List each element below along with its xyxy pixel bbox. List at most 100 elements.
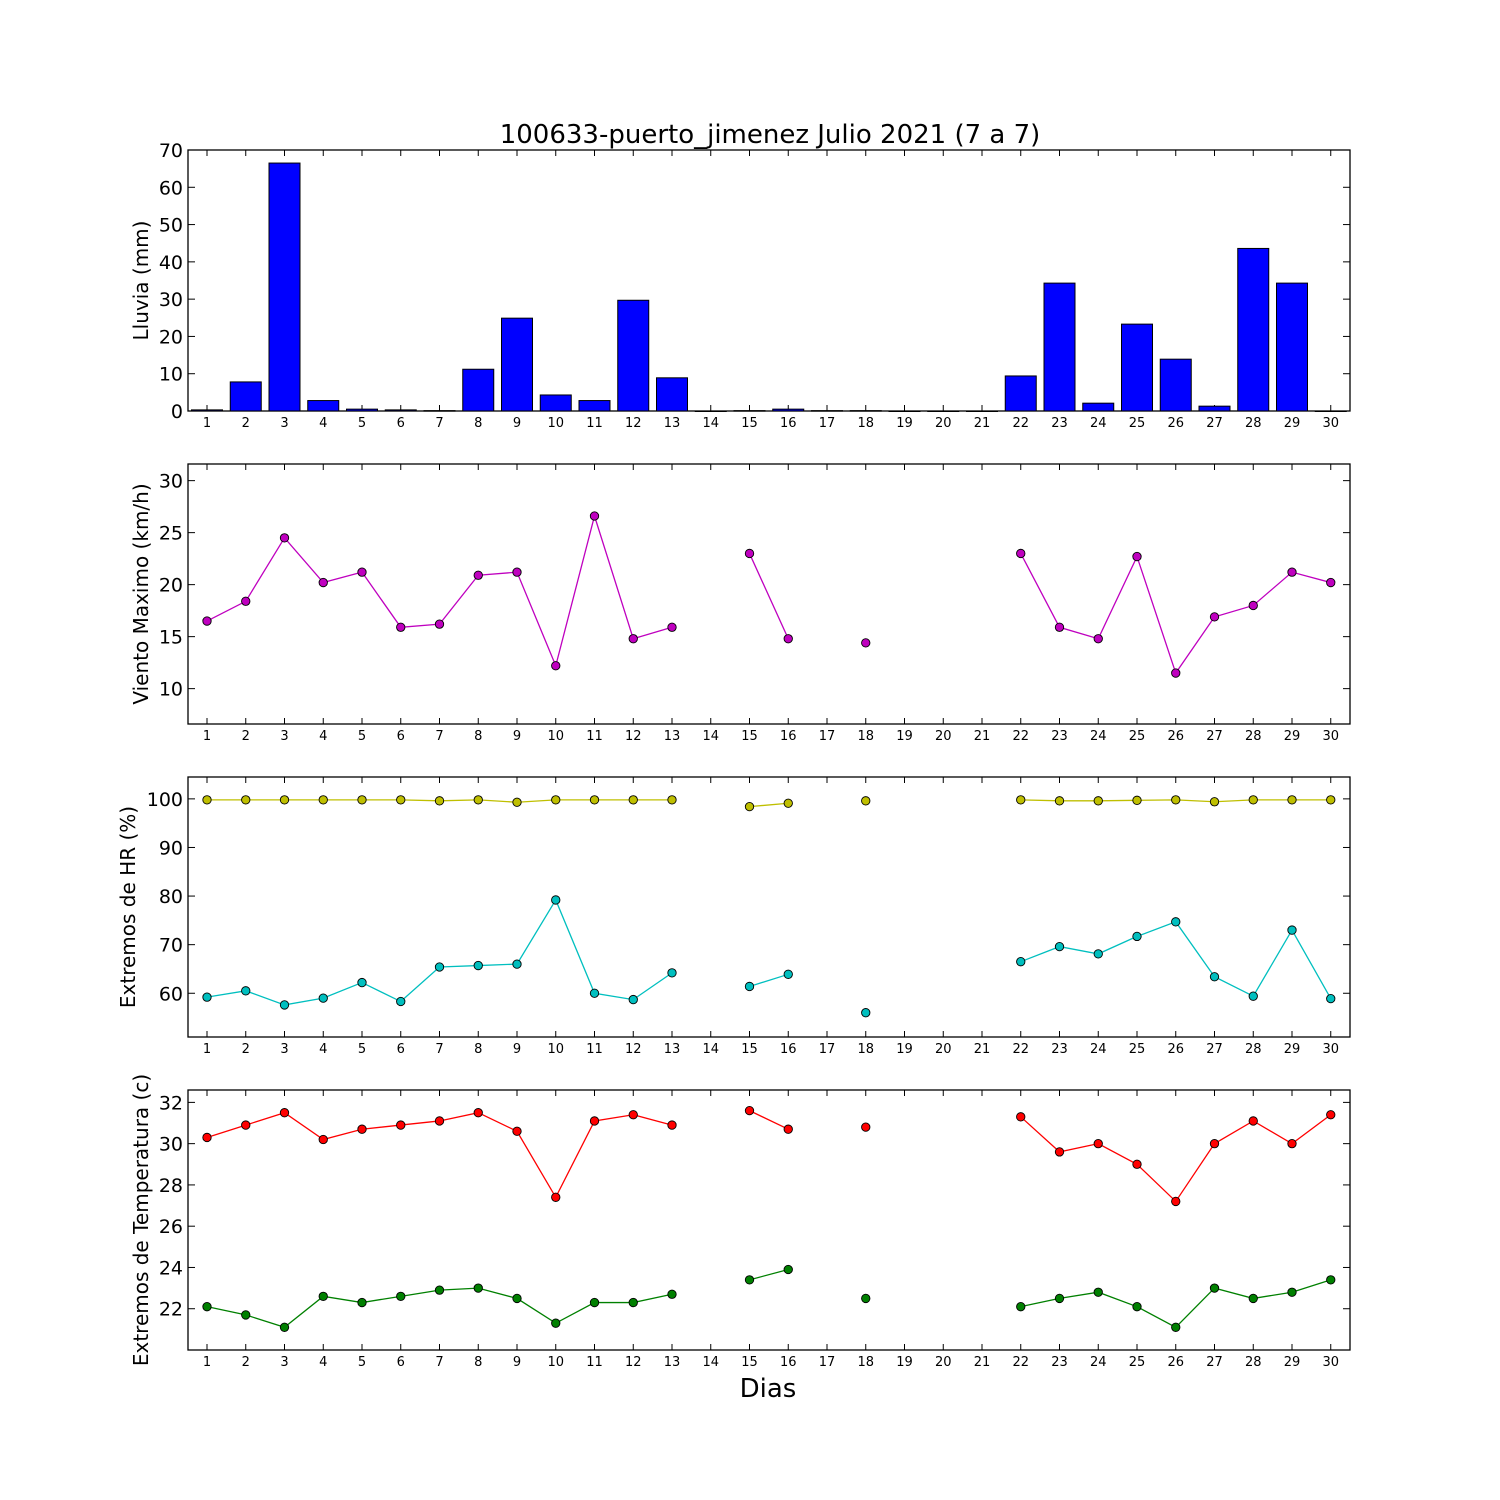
humidity-series-1-line <box>749 973 789 988</box>
temperature-series-0-point-day-5 <box>357 1124 367 1134</box>
temperature-series-1-point-day-7 <box>434 1285 445 1295</box>
x-tick-label: 21 <box>974 1042 991 1057</box>
rain-bar-day-28 <box>1237 247 1270 412</box>
rain-bar-day-4 <box>307 400 340 412</box>
humidity-series-1-point-day-7 <box>434 962 445 972</box>
rain-bar-day-20 <box>927 410 960 412</box>
x-tick-label: 19 <box>896 1042 913 1057</box>
x-tick-label: 12 <box>625 416 642 431</box>
x-tick-label: 2 <box>242 416 250 431</box>
y-tick-label: 20 <box>159 326 183 348</box>
temperature-series-0-point-day-26 <box>1171 1196 1181 1207</box>
x-tick-label: 13 <box>664 729 681 744</box>
humidity-series-0-point-day-26 <box>1171 795 1181 805</box>
wind-series-0-point-day-10 <box>551 661 561 671</box>
x-tick-label: 10 <box>547 1355 564 1370</box>
humidity-series-0-point-day-10 <box>551 795 561 805</box>
x-tick-label: 11 <box>586 1042 603 1057</box>
rain-bar-day-25 <box>1121 323 1153 412</box>
temperature-series-0-point-day-1 <box>202 1132 212 1143</box>
humidity-series-1-point-day-11 <box>589 988 600 998</box>
x-tick-label: 8 <box>474 729 482 744</box>
temperature-series-1-point-day-4 <box>318 1291 328 1301</box>
temperature-series-1-point-day-28 <box>1248 1293 1258 1304</box>
temperature-series-1-point-day-11 <box>589 1297 600 1308</box>
temperature-series-0-point-day-16 <box>783 1124 793 1134</box>
y-tick-label: 22 <box>159 1299 183 1321</box>
x-tick-label: 24 <box>1090 416 1107 431</box>
temperature-series-0-point-day-8 <box>473 1108 483 1118</box>
temperature-series-1-point-day-12 <box>628 1297 638 1308</box>
wind-series-0-point-day-15 <box>744 548 755 559</box>
x-tick-label: 1 <box>203 1355 211 1370</box>
x-tick-label: 16 <box>780 1042 797 1057</box>
x-tick-label: 3 <box>280 1355 288 1370</box>
wind-series-0-point-day-7 <box>434 619 445 629</box>
axes-frame <box>187 776 1351 1038</box>
temperature-series-0-point-day-25 <box>1132 1159 1142 1169</box>
x-tick-label: 13 <box>664 416 681 431</box>
x-tick-label: 29 <box>1284 1355 1301 1370</box>
x-tick-label: 14 <box>702 729 719 744</box>
y-tick-label: 28 <box>159 1175 183 1197</box>
y-tick-label: 32 <box>159 1092 183 1114</box>
x-tick-label: 17 <box>819 1355 836 1370</box>
x-tick-label: 13 <box>664 1355 681 1370</box>
x-tick-label: 14 <box>702 1355 719 1370</box>
x-tick-label: 11 <box>586 1355 603 1370</box>
wind-series-0-point-day-25 <box>1132 551 1142 562</box>
temperature-series-1-point-day-16 <box>783 1264 793 1275</box>
wind-series-0-point-day-11 <box>589 511 600 521</box>
x-tick-label: 18 <box>857 1042 874 1057</box>
wind-series-0-point-day-6 <box>396 622 406 632</box>
humidity-series-1-point-day-9 <box>512 959 522 969</box>
humidity-series-1-point-day-15 <box>744 981 755 992</box>
humidity-series-1-point-day-27 <box>1209 972 1220 982</box>
rain-bar-day-5 <box>346 408 378 412</box>
temperature-series-0-point-day-22 <box>1016 1112 1026 1122</box>
rain-bar-day-16 <box>772 408 805 412</box>
y-tick-label: 40 <box>159 252 183 274</box>
humidity-series-1-point-day-12 <box>628 994 638 1005</box>
x-tick-label: 2 <box>242 1042 250 1057</box>
y-axis-label-humidity: Extremos de HR (%) <box>116 806 140 1008</box>
rain-bar-day-17 <box>811 410 843 412</box>
x-tick-label: 22 <box>1012 416 1029 431</box>
axes-frame <box>187 463 1351 725</box>
temperature-series-1-line <box>749 1268 789 1281</box>
x-tick-label: 4 <box>319 416 327 431</box>
wind-series-0-point-day-1 <box>202 616 212 626</box>
x-tick-label: 5 <box>358 729 366 744</box>
wind-series-0-point-day-16 <box>783 634 793 644</box>
x-tick-label: 22 <box>1012 1042 1029 1057</box>
humidity-series-0-point-day-4 <box>318 795 328 805</box>
temperature-series-0-point-day-23 <box>1054 1147 1065 1157</box>
temperature-series-1-point-day-25 <box>1132 1302 1142 1312</box>
x-tick-label: 19 <box>896 729 913 744</box>
temperature-series-1-line <box>1020 1279 1331 1329</box>
wind-series-0-point-day-8 <box>473 570 483 580</box>
y-tick-label: 60 <box>159 177 183 199</box>
temperature-series-1-point-day-18 <box>861 1293 871 1304</box>
x-tick-label: 26 <box>1167 1042 1184 1057</box>
x-tick-label: 1 <box>203 729 211 744</box>
x-tick-label: 18 <box>857 1355 874 1370</box>
wind-series-0-line <box>1020 553 1331 675</box>
temperature-series-1-point-day-2 <box>241 1310 251 1320</box>
x-tick-label: 25 <box>1129 416 1146 431</box>
rain-bar-day-8 <box>462 368 495 412</box>
x-tick-label: 16 <box>780 729 797 744</box>
x-tick-label: 28 <box>1245 416 1262 431</box>
x-tick-label: 12 <box>625 1042 642 1057</box>
x-tick-label: 24 <box>1090 1355 1107 1370</box>
temperature-series-1-point-day-1 <box>202 1302 212 1312</box>
x-tick-label: 8 <box>474 416 482 431</box>
humidity-series-1-point-day-25 <box>1132 931 1142 942</box>
x-tick-label: 23 <box>1051 1042 1068 1057</box>
axes-frame <box>187 149 1351 412</box>
x-tick-label: 27 <box>1206 1355 1223 1370</box>
x-tick-label: 2 <box>242 729 250 744</box>
rain-bar-day-30 <box>1314 410 1347 412</box>
